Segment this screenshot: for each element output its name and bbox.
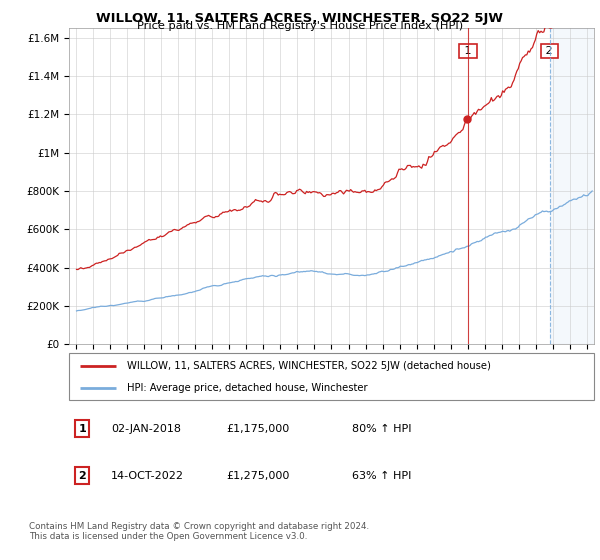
Text: 02-JAN-2018: 02-JAN-2018: [111, 423, 181, 433]
Bar: [550, 28, 596, 344]
Text: 1: 1: [461, 46, 475, 56]
Text: £1,175,000: £1,175,000: [227, 423, 290, 433]
Text: £1,275,000: £1,275,000: [227, 470, 290, 480]
Text: Price paid vs. HM Land Registry's House Price Index (HPI): Price paid vs. HM Land Registry's House …: [137, 21, 463, 31]
Text: 63% ↑ HPI: 63% ↑ HPI: [353, 470, 412, 480]
Text: 80% ↑ HPI: 80% ↑ HPI: [353, 423, 412, 433]
FancyBboxPatch shape: [69, 353, 594, 400]
Text: 2: 2: [78, 470, 86, 480]
Text: 1: 1: [78, 423, 86, 433]
Text: HPI: Average price, detached house, Winchester: HPI: Average price, detached house, Winc…: [127, 382, 367, 393]
Text: WILLOW, 11, SALTERS ACRES, WINCHESTER, SO22 5JW (detached house): WILLOW, 11, SALTERS ACRES, WINCHESTER, S…: [127, 361, 491, 371]
Text: WILLOW, 11, SALTERS ACRES, WINCHESTER, SO22 5JW: WILLOW, 11, SALTERS ACRES, WINCHESTER, S…: [97, 12, 503, 25]
Text: 2: 2: [542, 46, 557, 56]
Text: 14-OCT-2022: 14-OCT-2022: [111, 470, 184, 480]
Text: Contains HM Land Registry data © Crown copyright and database right 2024.
This d: Contains HM Land Registry data © Crown c…: [29, 522, 369, 542]
